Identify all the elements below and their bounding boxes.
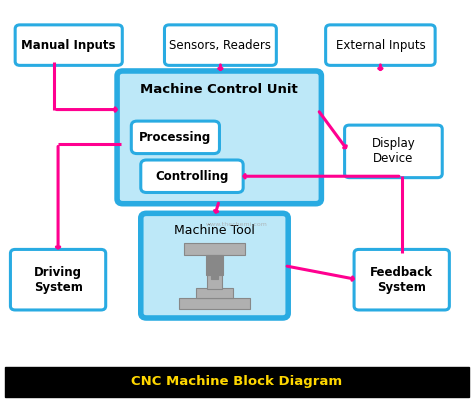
Text: Machine Control Unit: Machine Control Unit (140, 83, 298, 96)
Text: www.thechemi.com: www.thechemi.com (206, 222, 268, 227)
FancyBboxPatch shape (179, 298, 250, 309)
FancyBboxPatch shape (326, 25, 435, 65)
Text: Machine Tool: Machine Tool (174, 224, 255, 237)
FancyBboxPatch shape (354, 249, 449, 310)
Text: Display
Device: Display Device (372, 138, 415, 165)
FancyBboxPatch shape (15, 25, 122, 65)
Text: Driving
System: Driving System (34, 266, 82, 294)
FancyBboxPatch shape (211, 273, 218, 279)
Text: Controlling: Controlling (155, 170, 228, 183)
FancyBboxPatch shape (345, 125, 442, 178)
Text: Feedback
System: Feedback System (370, 266, 433, 294)
Text: Sensors, Readers: Sensors, Readers (169, 38, 272, 52)
FancyBboxPatch shape (131, 121, 219, 154)
FancyBboxPatch shape (164, 25, 276, 65)
FancyBboxPatch shape (141, 160, 243, 192)
FancyBboxPatch shape (5, 367, 469, 397)
FancyBboxPatch shape (206, 255, 223, 275)
FancyBboxPatch shape (207, 253, 221, 289)
FancyBboxPatch shape (184, 243, 246, 255)
Text: Processing: Processing (139, 131, 211, 144)
FancyBboxPatch shape (195, 288, 233, 298)
FancyBboxPatch shape (10, 249, 106, 310)
Text: Manual Inputs: Manual Inputs (21, 38, 116, 52)
FancyBboxPatch shape (117, 71, 321, 204)
Text: External Inputs: External Inputs (336, 38, 425, 52)
Text: CNC Machine Block Diagram: CNC Machine Block Diagram (131, 375, 343, 388)
FancyBboxPatch shape (141, 213, 288, 318)
